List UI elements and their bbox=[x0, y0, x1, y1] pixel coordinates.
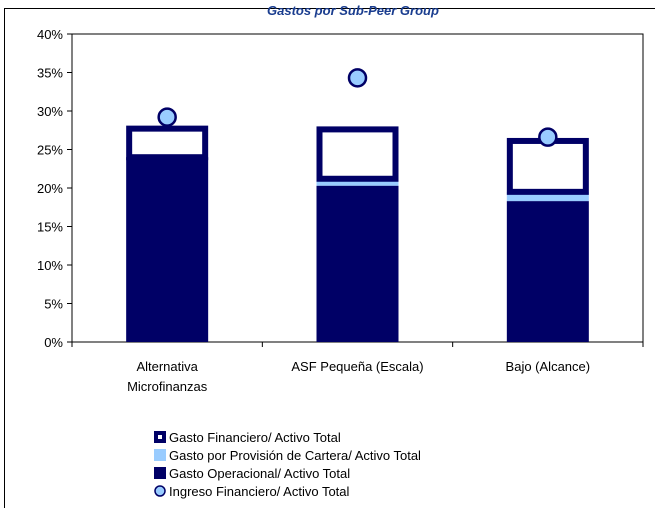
chart-labels: Alternativa Microfinanzas ASF Pequeña (Esc… bbox=[127, 359, 590, 394]
bar-gasto-financiero bbox=[129, 129, 205, 158]
chart-bars bbox=[126, 129, 589, 342]
marker-ingreso-financiero bbox=[539, 129, 556, 146]
bar-gasto-operacional bbox=[507, 201, 589, 342]
legend-gasto-financiero: Gasto Financiero/ Activo Total bbox=[169, 430, 341, 445]
legend-swatch bbox=[155, 486, 165, 496]
legend-ingreso-financiero: Ingreso Financiero/ Activo Total bbox=[169, 484, 350, 499]
x-category-label: Alternativa bbox=[136, 359, 198, 374]
y-tick-label: 40% bbox=[37, 27, 63, 42]
x-category-label: Bajo (Alcance) bbox=[506, 359, 591, 374]
legend-swatch bbox=[154, 449, 166, 461]
legend-swatch bbox=[154, 467, 166, 479]
y-tick-label: 0% bbox=[44, 335, 63, 350]
y-tick-label: 15% bbox=[37, 220, 63, 235]
y-tick-label: 35% bbox=[37, 66, 63, 81]
chart-legend: Gasto Financiero/ Activo Total Gasto por … bbox=[154, 430, 421, 499]
y-tick-label: 10% bbox=[37, 258, 63, 273]
bar-gasto-financiero bbox=[320, 129, 396, 178]
legend-gasto-provision: Gasto por Provisión de Cartera/ Activo T… bbox=[169, 448, 421, 463]
bar-gasto-financiero bbox=[510, 141, 586, 192]
bar-gasto-operacional bbox=[126, 157, 208, 342]
marker-ingreso-financiero bbox=[349, 69, 366, 86]
x-category-label: ASF Pequeña (Escala) bbox=[291, 359, 423, 374]
bar-gasto-operacional bbox=[317, 186, 399, 342]
y-tick-label: 5% bbox=[44, 297, 63, 312]
legend-gasto-operacional: Gasto Operacional/ Activo Total bbox=[169, 466, 350, 481]
legend-swatch-inner bbox=[158, 435, 162, 439]
y-tick-label: 30% bbox=[37, 104, 63, 119]
marker-ingreso-financiero bbox=[159, 109, 176, 126]
y-tick-label: 25% bbox=[37, 143, 63, 158]
y-tick-label: 20% bbox=[37, 181, 63, 196]
x-category-label: Microfinanzas bbox=[127, 379, 208, 394]
